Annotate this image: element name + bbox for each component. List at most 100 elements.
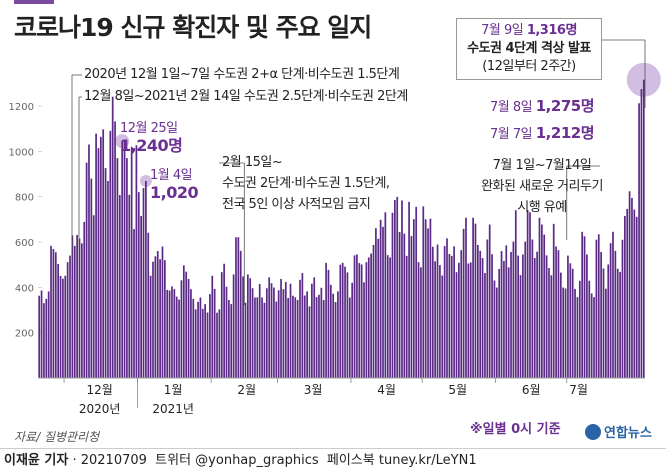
- bar: [235, 237, 237, 378]
- bar: [567, 255, 569, 378]
- bar: [156, 251, 159, 378]
- annotation-jul9-headline: 7월 9일 1,316명: [465, 22, 593, 40]
- bar: [557, 250, 560, 378]
- bar: [81, 243, 83, 378]
- bar: [356, 254, 358, 378]
- bar: [597, 234, 600, 378]
- bar: [410, 236, 413, 378]
- bar: [640, 89, 643, 378]
- bar: [76, 234, 78, 378]
- bar: [491, 254, 493, 378]
- bar: [588, 280, 591, 378]
- bar: [472, 217, 474, 378]
- bar: [460, 250, 463, 378]
- bar: [145, 181, 147, 378]
- bar: [538, 217, 541, 378]
- bar: [389, 257, 391, 378]
- bar: [313, 277, 316, 378]
- bar: [40, 290, 43, 378]
- bar: [396, 196, 399, 378]
- footer-credits: 이재윤 기자 · 20210709 트위터 @yonhap_graphics 페…: [0, 448, 666, 472]
- bar: [493, 280, 496, 378]
- bar: [194, 309, 197, 378]
- bar: [524, 241, 527, 378]
- bar: [137, 192, 140, 378]
- x-tick-label: 5월: [448, 383, 467, 397]
- bar: [621, 239, 624, 378]
- bar: [486, 239, 489, 378]
- annotation-jan4-value: 1,020: [150, 183, 199, 202]
- x-tick-label: 12월: [86, 383, 112, 397]
- bar: [348, 297, 351, 378]
- bar: [116, 158, 119, 378]
- annotation-jul8-date: 7월 8일: [490, 100, 533, 115]
- bar: [519, 275, 522, 378]
- bar: [142, 188, 145, 378]
- bar: [277, 290, 280, 378]
- bar: [434, 261, 437, 378]
- annotation-jul7-date: 7월 7일: [490, 127, 533, 142]
- bar: [574, 288, 576, 378]
- annotation-jul8-value: 1,275명: [535, 97, 595, 115]
- bar: [130, 146, 133, 378]
- bar: [334, 302, 337, 378]
- bar: [123, 140, 126, 378]
- bar: [83, 221, 86, 378]
- bar: [536, 251, 538, 378]
- bar: [62, 278, 64, 378]
- bar: [541, 224, 543, 378]
- bar: [327, 269, 330, 378]
- bar: [595, 239, 598, 378]
- footer-facebook[interactable]: 페이스북 tuney.kr/LeYN1: [326, 453, 477, 468]
- bar: [318, 294, 320, 378]
- bar: [363, 282, 365, 378]
- bar: [450, 255, 453, 378]
- x-tick-label: 4월: [377, 383, 396, 397]
- bar: [590, 293, 593, 378]
- bar: [99, 136, 102, 378]
- bar: [346, 272, 349, 378]
- bar: [412, 219, 415, 378]
- bar: [462, 228, 465, 378]
- bar: [149, 275, 152, 378]
- bar: [213, 288, 216, 378]
- x-tick-label: 2월: [237, 383, 256, 397]
- bar: [237, 237, 240, 378]
- annotation-feb15-line3: 전국 5인 이상 사적모임 금지: [222, 197, 371, 212]
- bar: [78, 238, 81, 378]
- bar: [73, 245, 76, 378]
- annotation-jan4-date: 1월 4일: [150, 168, 193, 183]
- footer-date: 20210709: [80, 453, 147, 468]
- y-tick-label: 1000: [9, 147, 34, 158]
- bar: [548, 268, 550, 378]
- x-year-label: 2020년: [79, 402, 121, 416]
- footer-twitter[interactable]: 트위터 @yonhap_graphics: [155, 453, 319, 468]
- bar: [311, 283, 313, 378]
- bar: [339, 264, 342, 378]
- bar: [251, 288, 254, 378]
- bar: [533, 258, 536, 378]
- bar: [64, 275, 67, 378]
- bar: [393, 200, 396, 378]
- y-tick-label: 600: [15, 238, 34, 249]
- bar: [178, 299, 180, 378]
- annotation-jul7: 7월 7일 1,212명: [490, 125, 595, 143]
- annotation-feb15-line1: 2월 15일~: [222, 155, 283, 170]
- bar: [280, 278, 282, 378]
- bar: [626, 208, 629, 378]
- bar: [562, 287, 565, 378]
- bar: [268, 277, 271, 378]
- bar: [216, 312, 218, 378]
- bar: [114, 121, 116, 378]
- title-accent-bar: [14, 0, 54, 4]
- bar: [206, 312, 209, 378]
- bar: [308, 306, 311, 378]
- bar: [448, 254, 451, 378]
- bar: [417, 262, 420, 378]
- bar: [303, 295, 306, 378]
- bar: [332, 293, 335, 378]
- bar: [54, 252, 57, 378]
- bar: [232, 274, 235, 378]
- bar: [97, 148, 100, 378]
- bar: [583, 236, 586, 378]
